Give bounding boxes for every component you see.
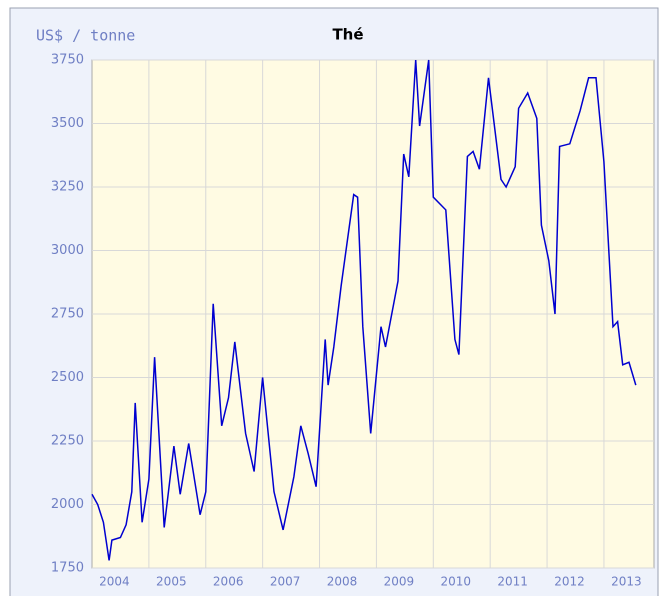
x-tick-label: 2012 (554, 575, 585, 589)
y-tick-label: 2500 (51, 370, 84, 385)
y-tick-label: 3750 (51, 53, 84, 68)
y-tick-label: 2750 (51, 307, 84, 322)
x-tick-label: 2013 (611, 575, 642, 589)
x-tick-label: 2007 (270, 575, 301, 589)
x-tick-label: 2010 (440, 575, 471, 589)
x-tick-label: 2004 (99, 575, 130, 589)
x-tick-label: 2009 (384, 575, 415, 589)
y-tick-label: 3250 (51, 180, 84, 195)
y-tick-label: 2000 (51, 497, 84, 512)
y-tick-label: 1750 (51, 561, 84, 576)
y-axis-label: US$ / tonne (36, 27, 135, 45)
price-line (91, 59, 637, 561)
x-tick-label: 2008 (327, 575, 358, 589)
y-tick-label: 3500 (51, 116, 84, 131)
chart-title: Thé (332, 26, 363, 44)
y-tick-label: 3000 (51, 243, 84, 258)
y-tick-label: 2250 (51, 434, 84, 449)
x-tick-label: 2005 (156, 575, 187, 589)
x-tick-label: 2011 (497, 575, 528, 589)
x-tick-label: 2006 (213, 575, 244, 589)
